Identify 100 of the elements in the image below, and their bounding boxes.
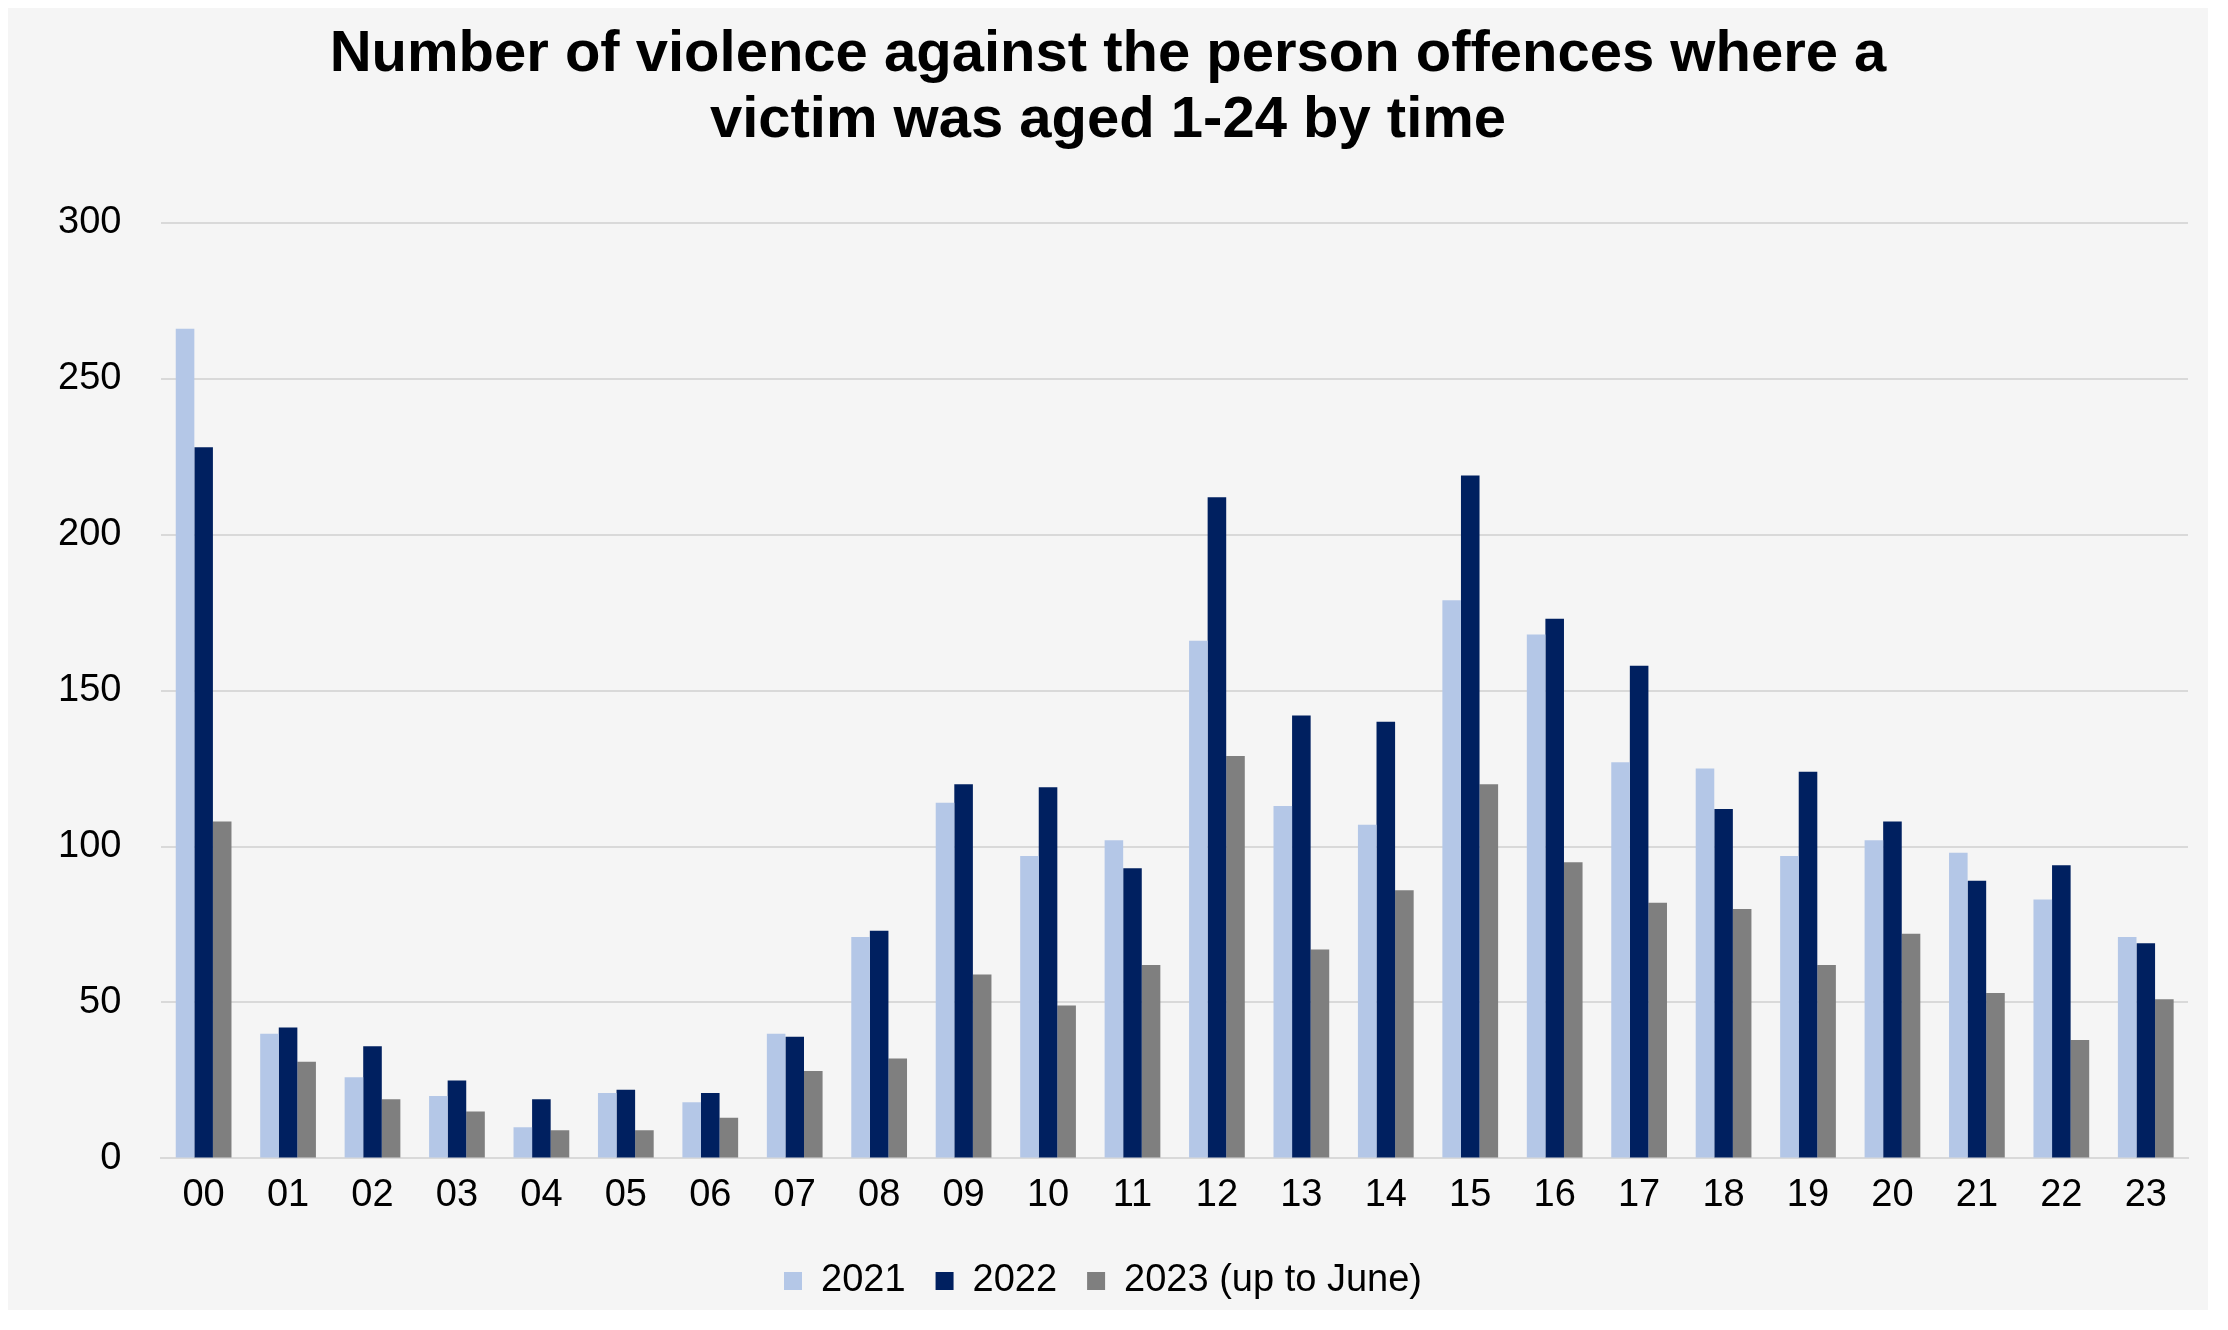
- bar: [344, 1077, 364, 1158]
- legend-label: 2021: [821, 1257, 906, 1300]
- legend-label: 2022: [972, 1257, 1058, 1300]
- bar: [1798, 771, 1818, 1158]
- bar: [1611, 762, 1630, 1158]
- bar: [851, 936, 870, 1158]
- bar: [1395, 890, 1414, 1158]
- bar: [682, 1102, 701, 1158]
- bar: [1310, 949, 1330, 1158]
- bar: [1460, 475, 1480, 1158]
- x-tick-label: 06: [689, 1171, 732, 1214]
- y-tick-label: 150: [58, 667, 122, 710]
- bar: [785, 1036, 804, 1158]
- bar: [1563, 862, 1583, 1158]
- bar: [1442, 600, 1461, 1158]
- bar: [972, 974, 992, 1158]
- bar: [1189, 640, 1208, 1158]
- bar: [935, 802, 955, 1158]
- bar: [1986, 993, 2005, 1158]
- bar: [1967, 880, 1987, 1158]
- x-tick-label: 00: [182, 1171, 225, 1214]
- bar: [2136, 943, 2156, 1158]
- bar: [1629, 665, 1649, 1158]
- x-tick-label: 18: [1702, 1171, 1745, 1214]
- bar: [1883, 821, 1902, 1158]
- bar: [1020, 855, 1039, 1158]
- bar: [212, 821, 232, 1158]
- bar: [260, 1033, 279, 1158]
- bar: [1376, 721, 1396, 1158]
- bar: [1714, 809, 1733, 1158]
- bar: [1226, 756, 1245, 1158]
- bar: [466, 1111, 485, 1158]
- bar: [550, 1130, 570, 1158]
- bar: [1545, 618, 1564, 1158]
- y-tick-label: 100: [58, 823, 122, 866]
- bar: [1732, 908, 1752, 1158]
- bar: [2033, 899, 2053, 1158]
- bar: [1123, 868, 1142, 1158]
- bar: [616, 1089, 636, 1158]
- x-tick-label: 20: [1871, 1171, 1914, 1214]
- bar: [532, 1099, 551, 1158]
- x-tick-label: 09: [942, 1171, 985, 1214]
- bar: [363, 1046, 382, 1158]
- bar: [2117, 936, 2137, 1158]
- x-tick-label: 03: [435, 1171, 479, 1214]
- bar: [1648, 902, 1667, 1158]
- x-tick-label: 13: [1280, 1171, 1323, 1214]
- bar: [700, 1092, 720, 1158]
- bar: [1038, 787, 1058, 1158]
- bar: [888, 1058, 908, 1158]
- x-tick-label: 19: [1786, 1171, 1830, 1214]
- bar: [1104, 840, 1124, 1158]
- x-tick-label: 16: [1533, 1171, 1576, 1214]
- bar: [175, 328, 195, 1158]
- x-tick-label: 08: [858, 1171, 901, 1214]
- y-tick-label: 50: [79, 978, 122, 1021]
- bar: [719, 1117, 739, 1158]
- y-tick-label: 250: [58, 355, 122, 398]
- bar: [278, 1027, 298, 1158]
- bar: [804, 1071, 823, 1158]
- bar: [513, 1127, 533, 1158]
- x-tick-label: 21: [1955, 1171, 1999, 1214]
- bar: [297, 1061, 316, 1158]
- x-tick-label: 11: [1112, 1171, 1153, 1214]
- bar: [766, 1033, 786, 1158]
- bar: [429, 1096, 448, 1158]
- bar: [194, 447, 213, 1158]
- x-tick-label: 10: [1026, 1171, 1070, 1214]
- x-tick-label: 05: [604, 1171, 647, 1214]
- x-tick-label: 01: [266, 1171, 310, 1214]
- bar: [1817, 965, 1836, 1158]
- y-tick-label: 200: [58, 511, 122, 554]
- bar: [1479, 784, 1499, 1158]
- bar: [447, 1080, 467, 1158]
- bar: [1292, 715, 1311, 1158]
- bar: [597, 1092, 617, 1158]
- chart-title: Number of violence against the person offences where a victim was aged 1-24 by time: [328, 17, 1888, 151]
- x-tick-label: 23: [2124, 1171, 2167, 1214]
- bar: [2052, 865, 2071, 1158]
- legend-label: 2023 (up to June): [1124, 1257, 1422, 1300]
- bar: [869, 930, 889, 1158]
- bar: [1057, 1005, 1076, 1158]
- bar: [1526, 634, 1546, 1158]
- x-tick-label: 02: [351, 1171, 394, 1214]
- bar: [1207, 497, 1227, 1158]
- x-tick-label: 22: [2040, 1171, 2083, 1214]
- bar: [1901, 933, 1921, 1158]
- x-tick-label: 07: [773, 1171, 816, 1214]
- bar: [1949, 852, 1968, 1158]
- bar: [954, 784, 973, 1158]
- bar: [1780, 855, 1799, 1158]
- bar: [1357, 824, 1377, 1158]
- y-tick-label: 300: [58, 199, 122, 242]
- bar: [1273, 805, 1293, 1158]
- x-tick-label: 17: [1617, 1171, 1661, 1214]
- bar: [381, 1099, 401, 1158]
- bar: [635, 1130, 654, 1158]
- bar: [2155, 999, 2174, 1158]
- x-tick-label: 15: [1449, 1171, 1492, 1214]
- x-tick-label: 04: [520, 1171, 563, 1214]
